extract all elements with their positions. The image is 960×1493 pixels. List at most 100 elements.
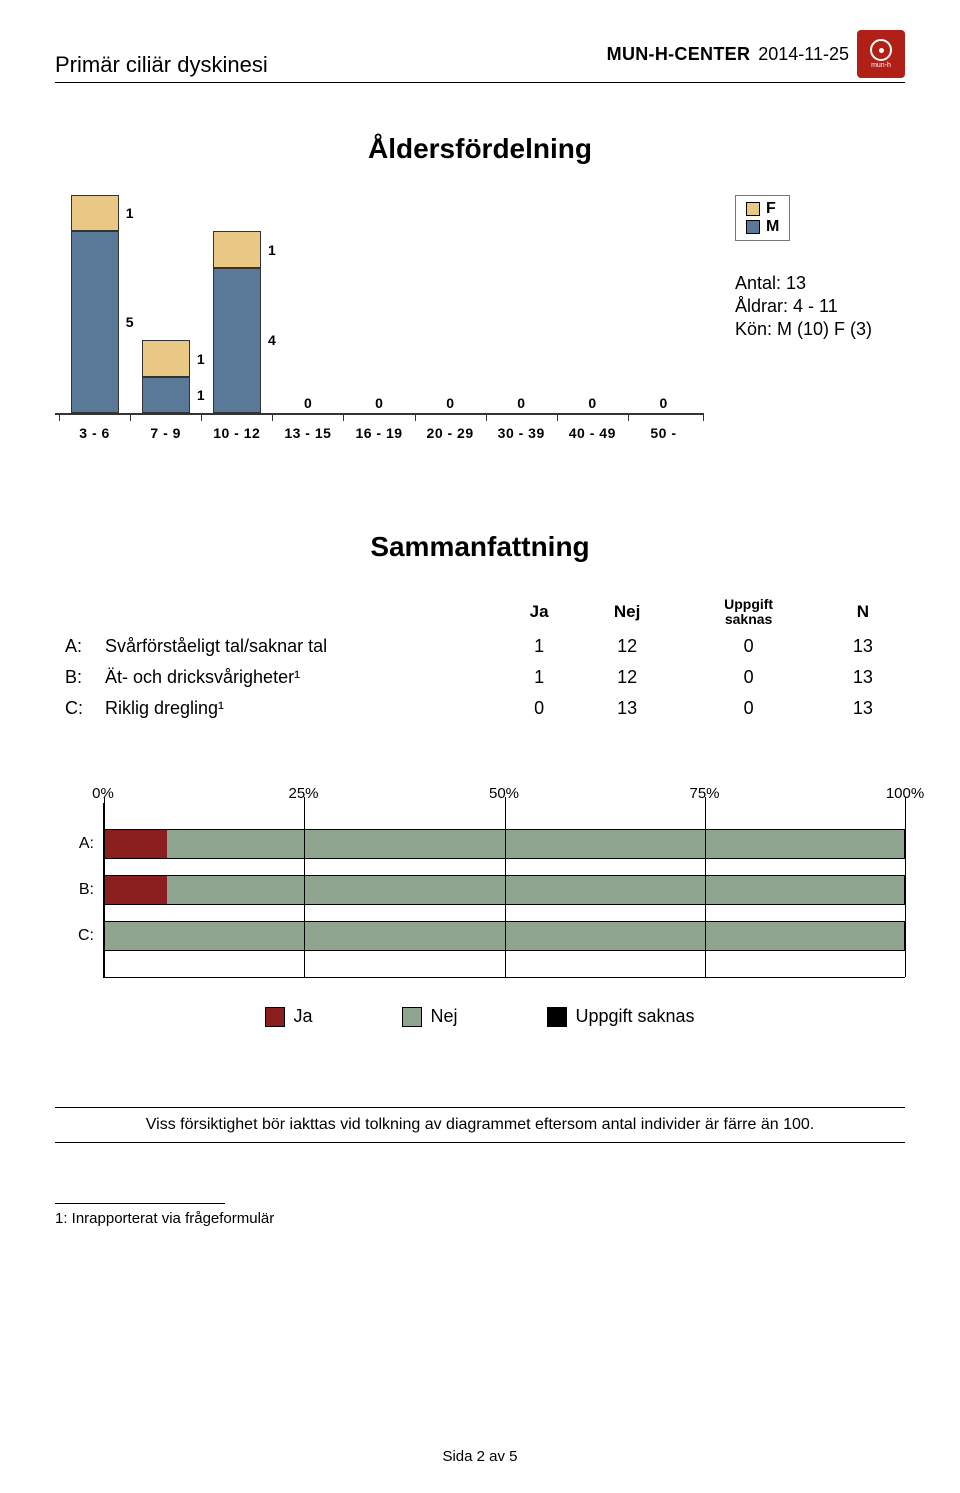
age-bar-segment-f: 1 xyxy=(71,195,119,231)
legend-label: F xyxy=(766,200,776,218)
row-desc: Riklig dregling¹ xyxy=(97,694,498,723)
col-missing-l2: saknas xyxy=(684,612,813,627)
col-n: N xyxy=(823,593,903,630)
percent-segment-nej xyxy=(167,876,904,904)
age-x-label: 13 - 15 xyxy=(272,425,343,441)
percent-gridline xyxy=(304,797,305,977)
col-nej: Nej xyxy=(580,593,674,630)
age-x-label: 40 - 49 xyxy=(557,425,628,441)
row-n: 13 xyxy=(823,663,903,692)
footnote-text: 1: Inrapporterat via frågeformulär xyxy=(55,1210,905,1227)
page-title: Primär ciliär dyskinesi xyxy=(55,52,268,78)
brand-logo: mun-h xyxy=(857,30,905,78)
percent-legend-item: Nej xyxy=(402,1006,457,1027)
age-bar-zero: 0 xyxy=(446,395,454,411)
row-nej: 12 xyxy=(580,632,674,661)
table-row: B:Ät- och dricksvårigheter¹112013 xyxy=(57,663,903,692)
percent-gridline xyxy=(905,797,906,977)
age-bar-slot: 11 xyxy=(130,195,201,413)
age-bar-segment-m: 1 xyxy=(142,377,190,413)
legend-label: Uppgift saknas xyxy=(575,1006,694,1027)
cautionary-note: Viss försiktighet bör iakttas vid tolkni… xyxy=(55,1107,905,1143)
aldrar-line: Åldrar: 4 - 11 xyxy=(735,296,905,317)
logo-text: mun-h xyxy=(871,62,891,69)
row-key: C: xyxy=(57,694,95,723)
aldrar-label: Åldrar: xyxy=(735,296,788,316)
footnote-rule xyxy=(55,1203,225,1204)
antal-label: Antal: xyxy=(735,273,781,293)
age-legend-item: F xyxy=(746,200,779,218)
row-n: 13 xyxy=(823,694,903,723)
age-x-label: 50 - xyxy=(628,425,699,441)
logo-ring-icon xyxy=(870,39,892,61)
legend-swatch xyxy=(547,1007,567,1027)
age-x-label: 16 - 19 xyxy=(343,425,414,441)
kon-label: Kön: xyxy=(735,319,772,339)
age-bar-slot: 0 xyxy=(557,195,628,413)
row-ja: 0 xyxy=(500,694,578,723)
table-row: A:Svårförståeligt tal/saknar tal112013 xyxy=(57,632,903,661)
col-ja: Ja xyxy=(500,593,578,630)
age-x-label: 20 - 29 xyxy=(415,425,486,441)
legend-label: Nej xyxy=(430,1006,457,1027)
age-chart-legend: FM xyxy=(735,195,790,241)
row-missing: 0 xyxy=(676,694,821,723)
age-x-label: 30 - 39 xyxy=(486,425,557,441)
age-x-label: 10 - 12 xyxy=(201,425,272,441)
percent-segment-ja xyxy=(105,876,167,904)
age-bar-segment-m: 5 xyxy=(71,231,119,413)
age-bar-segment-m: 4 xyxy=(213,268,261,413)
age-chart: 511141000000 3 - 67 - 910 - 1213 - 1516 … xyxy=(55,195,703,441)
row-nej: 13 xyxy=(580,694,674,723)
age-bar-zero: 0 xyxy=(588,395,596,411)
kon-line: Kön: M (10) F (3) xyxy=(735,319,905,340)
summary-table: Ja Nej Uppgift saknas N A:Svårförståelig… xyxy=(55,591,905,725)
row-missing: 0 xyxy=(676,663,821,692)
percent-row-label: B: xyxy=(56,881,104,899)
age-bar-zero: 0 xyxy=(304,395,312,411)
page-header: Primär ciliär dyskinesi MUN-H-CENTER 201… xyxy=(55,30,905,83)
row-key: A: xyxy=(57,632,95,661)
row-desc: Svårförståeligt tal/saknar tal xyxy=(97,632,498,661)
row-nej: 12 xyxy=(580,663,674,692)
age-bar-segment-f: 1 xyxy=(213,231,261,267)
percent-chart: 0%25%50%75%100% A:B:C: JaNejUppgift sakn… xyxy=(55,785,905,1027)
age-x-label: 3 - 6 xyxy=(59,425,130,441)
age-bar-segment-f: 1 xyxy=(142,340,190,376)
age-chart-title: Åldersfördelning xyxy=(55,133,905,165)
age-bar-zero: 0 xyxy=(517,395,525,411)
age-x-label: 7 - 9 xyxy=(130,425,201,441)
summary-title: Sammanfattning xyxy=(55,531,905,563)
percent-segment-nej xyxy=(167,830,904,858)
percent-gridline xyxy=(505,797,506,977)
percent-axis-tick: 0% xyxy=(92,785,114,802)
page-number: Sida 2 av 5 xyxy=(442,1448,517,1465)
brand-label: MUN-H-CENTER xyxy=(607,44,751,65)
legend-swatch xyxy=(402,1007,422,1027)
percent-row-label: A: xyxy=(56,835,104,853)
age-bar-slot: 0 xyxy=(486,195,557,413)
percent-row-label: C: xyxy=(56,927,104,945)
row-key: B: xyxy=(57,663,95,692)
legend-swatch xyxy=(265,1007,285,1027)
age-bar-slot: 0 xyxy=(272,195,343,413)
percent-legend-item: Uppgift saknas xyxy=(547,1006,694,1027)
percent-chart-legend: Ja Nej Uppgift saknas xyxy=(55,1006,905,1027)
age-bar-slot: 0 xyxy=(415,195,486,413)
age-bar-slot: 0 xyxy=(628,195,699,413)
table-row: C:Riklig dregling¹013013 xyxy=(57,694,903,723)
antal-line: Antal: 13 xyxy=(735,273,905,294)
row-n: 13 xyxy=(823,632,903,661)
percent-segment-ja xyxy=(105,830,167,858)
percent-gridline xyxy=(104,797,105,977)
row-desc: Ät- och dricksvårigheter¹ xyxy=(97,663,498,692)
row-ja: 1 xyxy=(500,632,578,661)
legend-label: M xyxy=(766,218,779,236)
percent-gridline xyxy=(705,797,706,977)
legend-label: Ja xyxy=(293,1006,312,1027)
col-missing: Uppgift saknas xyxy=(676,593,821,630)
age-bar-zero: 0 xyxy=(660,395,668,411)
row-ja: 1 xyxy=(500,663,578,692)
row-missing: 0 xyxy=(676,632,821,661)
legend-swatch xyxy=(746,220,760,234)
